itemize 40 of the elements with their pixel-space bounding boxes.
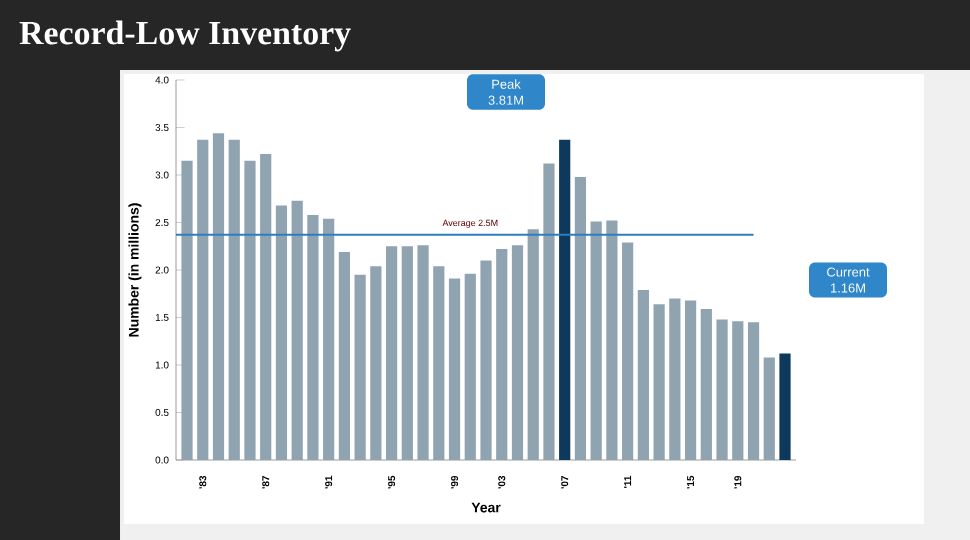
- bar: [732, 321, 744, 460]
- bar: [496, 249, 508, 460]
- bar: [779, 353, 791, 460]
- bar: [197, 139, 209, 460]
- bar: [260, 154, 272, 460]
- bar: [228, 139, 240, 460]
- bar: [448, 278, 461, 460]
- bar: [527, 229, 539, 460]
- bar: [244, 160, 256, 460]
- bar: [511, 245, 524, 460]
- bar: [684, 300, 697, 460]
- bar: [370, 266, 382, 460]
- bar: [417, 245, 429, 460]
- bar: [763, 357, 775, 460]
- bar: [700, 308, 712, 460]
- bar: [401, 246, 413, 460]
- bar: [480, 260, 492, 460]
- bar: [291, 200, 303, 460]
- bar: [637, 289, 649, 460]
- bar: [323, 218, 335, 460]
- bar: [212, 133, 225, 460]
- bar: [338, 251, 350, 460]
- bar: [574, 176, 587, 460]
- bar: [181, 160, 193, 460]
- bar: [354, 274, 366, 460]
- bar: [653, 304, 665, 460]
- bar: [716, 319, 728, 460]
- bar: [275, 205, 288, 460]
- bar: [307, 214, 319, 460]
- bar: [606, 220, 618, 460]
- bar: [543, 163, 555, 460]
- bar: [747, 322, 760, 460]
- bar: [590, 221, 602, 460]
- bar: [622, 242, 634, 460]
- bar: [669, 298, 681, 460]
- chart-title: Record-Low Inventory: [19, 20, 351, 52]
- bar: [464, 273, 476, 460]
- bar: [433, 266, 445, 460]
- bar: [559, 139, 571, 460]
- bar: [385, 246, 398, 460]
